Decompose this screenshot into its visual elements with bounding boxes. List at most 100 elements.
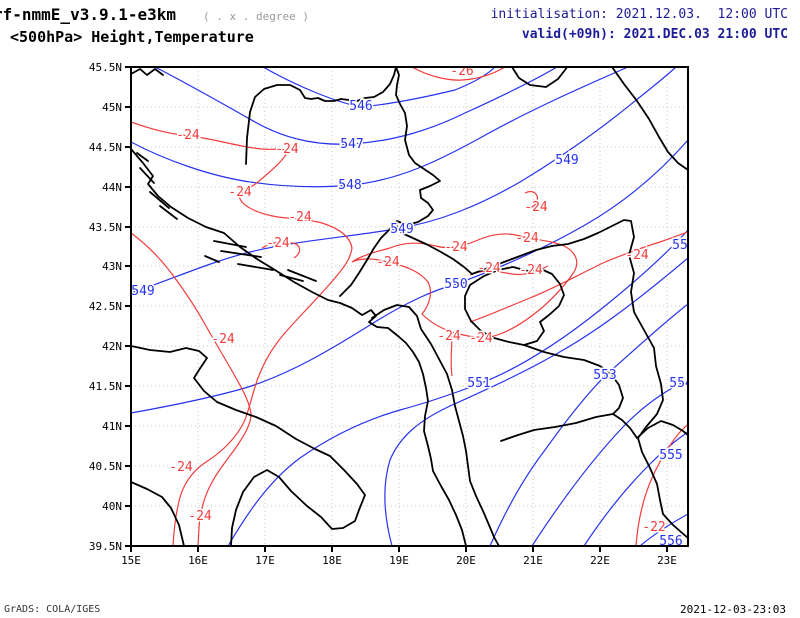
country-border bbox=[371, 304, 500, 546]
temp-contour--24 bbox=[131, 121, 353, 546]
country-border bbox=[511, 67, 568, 88]
temp-contour-label: -24 bbox=[524, 200, 548, 215]
height-contour-547 bbox=[154, 67, 558, 145]
lat-tick-label: 45N bbox=[102, 101, 122, 114]
temp-contour-label: -24 bbox=[444, 240, 468, 255]
country-border bbox=[339, 221, 397, 297]
height-contour-553 bbox=[489, 303, 688, 546]
temp-contour-label: -24 bbox=[211, 332, 235, 347]
country-border bbox=[237, 263, 274, 271]
country-border bbox=[611, 67, 688, 171]
height-contour-548 bbox=[131, 67, 629, 188]
country-border bbox=[213, 240, 247, 248]
height-contour-label: 555 bbox=[659, 448, 682, 463]
height-contour-label: 549 bbox=[131, 284, 154, 299]
initialisation-time: initialisation: 2021.12.03. 12:00 UTC bbox=[490, 7, 788, 22]
height-contour-552 bbox=[384, 257, 688, 546]
country-border bbox=[287, 269, 317, 282]
country-border bbox=[220, 250, 262, 258]
lat-tick-label: 42N bbox=[102, 340, 122, 353]
lon-tick-label: 19E bbox=[389, 554, 409, 567]
height-contour-label: 554 bbox=[669, 376, 693, 391]
height-contour-label: 549 bbox=[555, 153, 578, 168]
country-border bbox=[464, 266, 565, 346]
country-border bbox=[612, 413, 638, 439]
temp-contour--24 bbox=[351, 233, 578, 338]
grads-credit: GrADS: COLA/IGES bbox=[4, 604, 101, 615]
temp-contour--24 bbox=[450, 333, 453, 377]
temp-contour-label: -24 bbox=[176, 128, 200, 143]
temp-contour--24 bbox=[131, 232, 252, 546]
country-border bbox=[131, 345, 366, 546]
temp-contour--22 bbox=[635, 423, 688, 546]
country-border bbox=[139, 167, 155, 184]
temp-contour-label: -24 bbox=[228, 185, 252, 200]
temp-contour-label: -24 bbox=[469, 331, 493, 346]
temp-contour--24 bbox=[261, 241, 301, 259]
temp-contour--24 bbox=[524, 190, 538, 208]
temp-contour-label: -24 bbox=[288, 210, 312, 225]
temp-contour-label: -24 bbox=[266, 236, 290, 251]
height-contour-label: 556 bbox=[659, 534, 682, 549]
level-parameter-title: <500hPa> Height,Temperature bbox=[10, 28, 254, 46]
lat-tick-label: 42.5N bbox=[89, 300, 122, 313]
lon-tick-label: 23E bbox=[657, 554, 677, 567]
height-contour-label: 549 bbox=[390, 222, 413, 237]
lat-tick-label: 41N bbox=[102, 420, 122, 433]
country-border bbox=[471, 219, 688, 539]
lat-tick-label: 40.5N bbox=[89, 460, 122, 473]
lat-tick-label: 41.5N bbox=[89, 380, 122, 393]
height-contour-label: 55 bbox=[672, 238, 688, 253]
height-contour-551 bbox=[227, 229, 688, 546]
country-border bbox=[204, 255, 220, 263]
country-border bbox=[159, 205, 178, 220]
lat-tick-label: 44.5N bbox=[89, 141, 122, 154]
temp-contour-label: -24 bbox=[275, 142, 299, 157]
model-grid-note: ( . x . degree ) bbox=[203, 10, 309, 23]
lat-tick-label: 45.5N bbox=[89, 61, 122, 74]
country-border bbox=[136, 152, 149, 162]
height-contour-554 bbox=[531, 379, 688, 546]
country-border bbox=[131, 148, 467, 546]
temp-contour-label: -24 bbox=[519, 263, 543, 278]
lon-tick-label: 15E bbox=[121, 554, 141, 567]
temp-contour-label: -24 bbox=[188, 509, 212, 524]
height-contour-label: 550 bbox=[444, 277, 467, 292]
temp-contour--26 bbox=[411, 67, 506, 81]
lat-tick-label: 43.5N bbox=[89, 221, 122, 234]
height-contour-550 bbox=[131, 139, 688, 414]
lon-tick-label: 22E bbox=[590, 554, 610, 567]
temp-contour-label: -24 bbox=[376, 255, 400, 270]
model-title: rf-nmmE_v3.9.1-e3km bbox=[0, 5, 177, 24]
country-border bbox=[523, 344, 624, 415]
temp-contour--24 bbox=[469, 265, 549, 276]
country-border bbox=[636, 420, 688, 439]
temp-contour-label: -26 bbox=[450, 64, 473, 79]
country-border bbox=[131, 68, 164, 76]
temp-contour-label: -24 bbox=[437, 329, 461, 344]
height-contour-546 bbox=[262, 67, 496, 108]
height-contour-label: 547 bbox=[340, 137, 363, 152]
temp-contour-label: -24 bbox=[477, 261, 501, 276]
valid-time: valid(+09h): 2021.DEC.03 21:00 UTC bbox=[521, 27, 788, 42]
temp-contour--24 bbox=[469, 231, 688, 323]
height-contour-556 bbox=[639, 513, 688, 546]
lon-tick-label: 18E bbox=[322, 554, 342, 567]
height-contour-label: 551 bbox=[467, 376, 490, 391]
lat-tick-label: 40N bbox=[102, 500, 122, 513]
map-canvas: 54654754854954954955055155553554555556-2… bbox=[131, 64, 693, 549]
temp-contour-label: -24 bbox=[515, 231, 539, 246]
country-border bbox=[149, 191, 170, 209]
height-contour-label: 546 bbox=[349, 99, 372, 114]
country-border bbox=[245, 67, 473, 275]
lat-tick-label: 39.5N bbox=[89, 540, 122, 553]
country-border bbox=[500, 413, 614, 442]
lon-tick-label: 21E bbox=[523, 554, 543, 567]
temp-contour-label: -24 bbox=[625, 248, 649, 263]
lon-tick-label: 20E bbox=[456, 554, 476, 567]
country-border bbox=[131, 481, 185, 546]
lat-tick-label: 44N bbox=[102, 181, 122, 194]
lon-tick-label: 17E bbox=[255, 554, 275, 567]
lat-tick-label: 43N bbox=[102, 260, 122, 273]
